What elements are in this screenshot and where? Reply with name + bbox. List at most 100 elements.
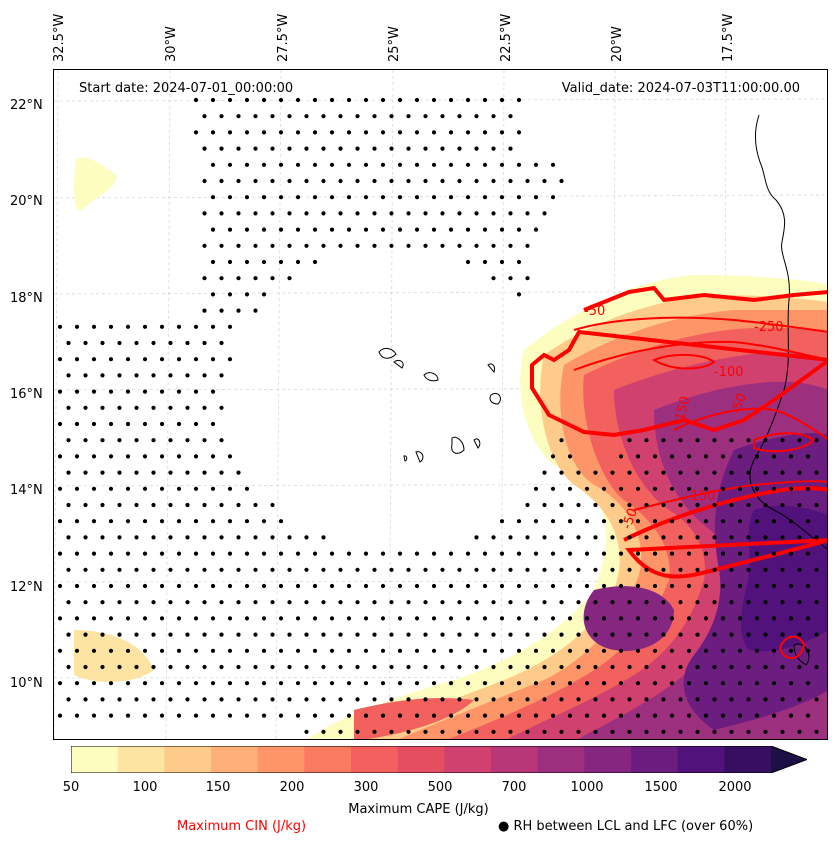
- rh-dot: [219, 567, 224, 572]
- rh-dot: [542, 600, 547, 605]
- rh-dot: [448, 97, 454, 103]
- rh-dot: [576, 470, 581, 475]
- lon-label-30w: 30°W: [164, 26, 179, 62]
- rh-dot: [244, 97, 250, 103]
- rh-dot: [610, 502, 615, 508]
- rh-dot: [108, 454, 114, 459]
- rh-dot: [74, 713, 80, 718]
- rh-dot: [142, 357, 148, 362]
- rh-dot: [244, 583, 250, 589]
- rh-dot: [431, 551, 437, 556]
- rh-dot: [117, 567, 122, 572]
- rh-dot: [661, 600, 666, 605]
- rh-dot: [814, 470, 819, 475]
- rh-dot: [414, 227, 420, 232]
- rh-dot: [627, 632, 632, 637]
- rh-dot: [720, 616, 726, 621]
- rh-dot: [219, 600, 224, 605]
- rh-dot: [389, 114, 394, 119]
- rh-dot: [355, 146, 360, 151]
- rh-dot: [57, 454, 63, 459]
- rh-dot: [236, 664, 241, 670]
- start-date: Start date: 2024-07-01_00:00:00: [79, 81, 293, 96]
- rh-dot: [244, 616, 250, 621]
- rh-dot: [185, 664, 190, 670]
- rh-dot: [295, 130, 301, 135]
- rh-dot: [465, 227, 471, 232]
- rh-dot: [176, 616, 182, 621]
- rh-dot: [669, 681, 675, 686]
- rh-dot: [601, 486, 607, 491]
- rh-dot: [508, 567, 513, 572]
- rh-dot: [117, 502, 122, 508]
- rh-dot: [219, 664, 224, 670]
- rh-dot: [253, 178, 258, 184]
- rh-dot: [227, 616, 233, 621]
- rh-dot: [202, 243, 207, 248]
- rh-dot: [635, 681, 641, 686]
- rh-dot: [584, 681, 590, 686]
- rh-dot: [474, 697, 479, 702]
- rh-dot: [576, 632, 581, 637]
- rh-dot: [219, 697, 224, 702]
- rh-dot: [729, 697, 734, 702]
- rh-dot: [754, 519, 760, 524]
- rh-dot: [270, 535, 275, 540]
- rh-dot: [227, 551, 233, 556]
- rh-dot: [346, 583, 352, 589]
- rh-dot: [159, 713, 165, 718]
- rh-dot: [66, 664, 71, 670]
- rh-dot: [312, 648, 318, 653]
- rh-dot: [295, 227, 301, 232]
- rh-dot: [661, 729, 666, 734]
- rh-dot: [737, 454, 743, 459]
- lat-label-22n: 22°N: [10, 98, 43, 113]
- rh-dot: [202, 146, 207, 151]
- rh-dot: [499, 583, 505, 589]
- rh-dot: [499, 195, 505, 200]
- rh-dot: [397, 648, 403, 653]
- rh-dot: [771, 616, 777, 621]
- rh-dot: [210, 519, 216, 524]
- rh-dot: [185, 632, 190, 637]
- rh-dot: [491, 276, 496, 281]
- rh-dot: [74, 648, 80, 653]
- rh-dot: [746, 632, 751, 637]
- rh-dot: [533, 551, 539, 556]
- rh-dot: [261, 97, 267, 103]
- rh-dot: [278, 259, 284, 265]
- rh-dot: [176, 486, 182, 491]
- rh-dot: [720, 519, 726, 524]
- rh-dot: [695, 632, 700, 637]
- rh-dot: [516, 162, 522, 167]
- rh-dot: [814, 632, 819, 637]
- rh-dot: [720, 713, 726, 718]
- rh-dot: [814, 567, 819, 572]
- rh-dot: [142, 324, 148, 329]
- rh-dot: [321, 114, 326, 119]
- colorbar-segment: [631, 746, 679, 773]
- rh-dot: [593, 729, 598, 734]
- rh-dot: [253, 697, 258, 702]
- rh-dot: [729, 470, 734, 475]
- rh-dot: [397, 551, 403, 556]
- cbar-tick-500: 500: [427, 780, 453, 795]
- rh-dot: [491, 567, 496, 572]
- rh-dot: [253, 308, 258, 313]
- rh-dot: [567, 519, 573, 524]
- rh-dot: [176, 389, 182, 394]
- rh-dot: [346, 227, 352, 232]
- rh-dot: [593, 600, 598, 605]
- rh-dot: [57, 616, 63, 621]
- rh-dot: [244, 486, 250, 491]
- rh-dot: [669, 616, 675, 621]
- colorbar-outline: [71, 746, 807, 773]
- rh-dot: [737, 583, 743, 589]
- rh-dot: [406, 567, 411, 572]
- rh-dot: [440, 697, 445, 702]
- rh-dot: [610, 664, 615, 670]
- rh-dot: [406, 211, 411, 216]
- rh-dot: [236, 276, 241, 281]
- rh-dot: [236, 470, 241, 475]
- rh-dot: [380, 551, 386, 556]
